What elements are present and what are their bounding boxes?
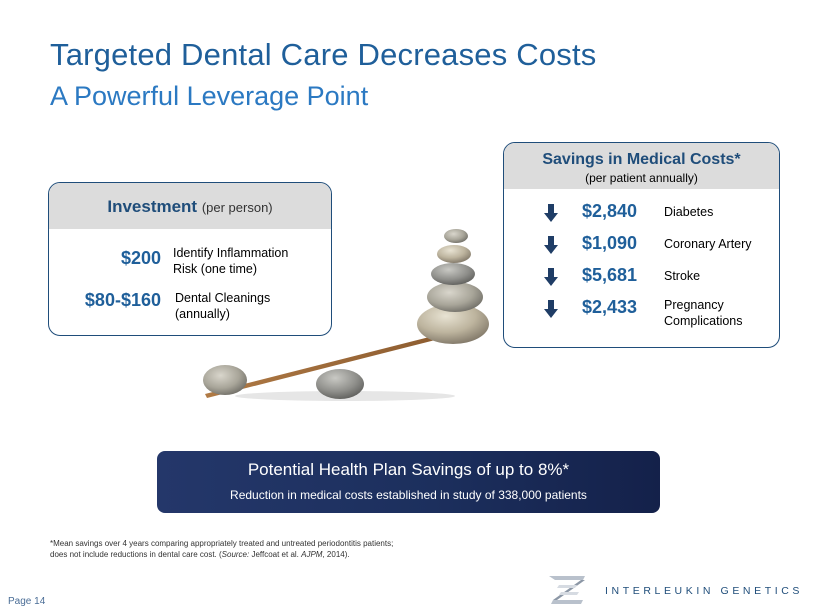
investment-amount: $200 [120,248,161,268]
savings-panel: Savings in Medical Costs* (per patient a… [503,142,780,348]
savings-row: $2,840 Diabetes [504,201,779,225]
page-number: Page 14 [8,596,46,607]
savings-heading-sub: (per patient annually) [585,171,698,185]
arrow-down-icon [544,204,558,222]
page-title: Targeted Dental Care Decreases Costs [50,37,597,72]
company-name: INTERLEUKIN GENETICS [605,585,804,597]
investment-description: Dental Cleanings (annually) [175,291,271,321]
page-subtitle: A Powerful Leverage Point [50,81,369,111]
savings-condition: Stroke [664,269,701,283]
investment-description: Identify Inflammation Risk (one time) [173,246,289,276]
savings-row: $1,090 Coronary Artery [504,233,779,257]
banner-headline: Potential Health Plan Savings of up to 8… [247,460,570,479]
investment-header: Investment (per person) [49,183,331,229]
savings-row: $5,681 Stroke [504,265,779,289]
savings-amount: $1,090 [582,233,638,253]
savings-amount: $2,840 [582,201,638,221]
investment-panel: Investment (per person) $200 Identify In… [48,182,332,336]
company-logo-icon [549,576,585,604]
investment-heading-sub: (per person) [201,200,273,215]
arrow-down-icon [544,236,558,254]
footnote: *Mean savings over 4 years comparing app… [50,539,394,559]
banner-subline: Reduction in medical costs established i… [230,488,587,502]
investment-amount: $80-$160 [84,290,161,310]
savings-heading: Savings in Medical Costs* [542,151,741,168]
savings-row: $2,433 Pregnancy Complications [504,297,779,328]
savings-condition: Pregnancy Complications [664,298,743,328]
savings-amount: $2,433 [582,297,638,317]
balance-stones-illustration [203,229,489,401]
arrow-down-icon [544,300,558,318]
savings-amount: $5,681 [582,265,638,285]
arrow-down-icon [544,268,558,286]
savings-header: Savings in Medical Costs* (per patient a… [504,143,779,189]
savings-banner: Potential Health Plan Savings of up to 8… [157,451,660,513]
savings-condition: Coronary Artery [664,237,752,251]
savings-condition: Diabetes [664,205,714,219]
investment-heading: Investment [107,197,198,216]
